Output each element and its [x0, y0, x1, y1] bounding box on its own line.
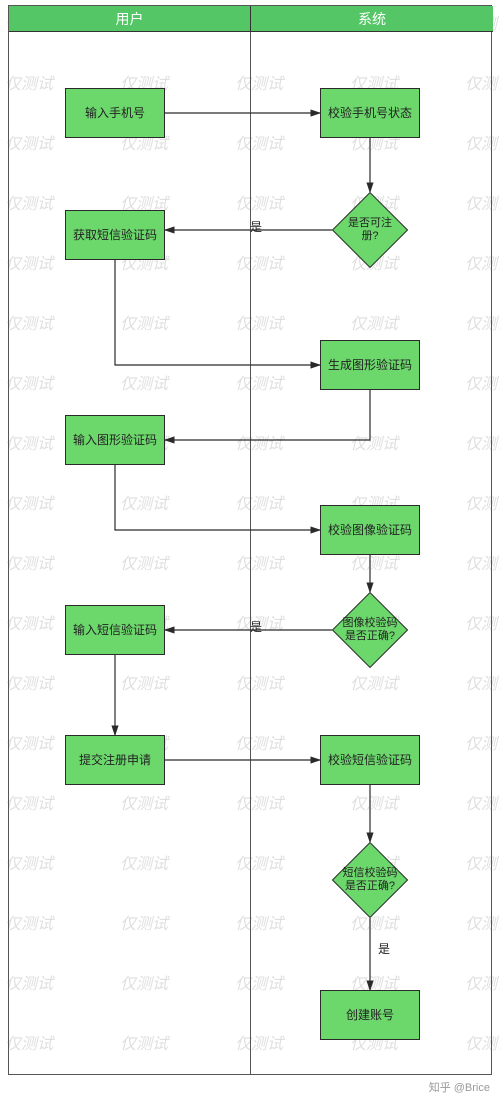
flow-process-node: 校验短信验证码 — [320, 735, 420, 785]
flow-edges — [0, 0, 500, 1099]
footer-credit: 知乎 @Brice — [429, 1079, 490, 1095]
flow-edge — [165, 390, 370, 440]
flow-edge — [115, 260, 320, 365]
flow-edge — [115, 465, 320, 530]
flow-process-node: 输入短信验证码 — [65, 605, 165, 655]
flow-decision-node: 图像校验码是否正确? — [332, 592, 408, 668]
flow-process-node: 提交注册申请 — [65, 735, 165, 785]
flow-process-node: 生成图形验证码 — [320, 340, 420, 390]
flow-decision-node: 是否可注册? — [332, 192, 408, 268]
flow-process-node: 校验手机号状态 — [320, 88, 420, 138]
flow-edge-label: 是 — [250, 218, 262, 235]
flow-process-node: 校验图像验证码 — [320, 505, 420, 555]
flow-edge-label: 是 — [378, 940, 390, 957]
flow-decision-node: 短信校验码是否正确? — [332, 842, 408, 918]
flow-process-node: 输入图形验证码 — [65, 415, 165, 465]
flow-process-node: 输入手机号 — [65, 88, 165, 138]
flow-process-node: 创建账号 — [320, 990, 420, 1040]
flow-process-node: 获取短信验证码 — [65, 210, 165, 260]
flow-edge-label: 是 — [250, 618, 262, 635]
